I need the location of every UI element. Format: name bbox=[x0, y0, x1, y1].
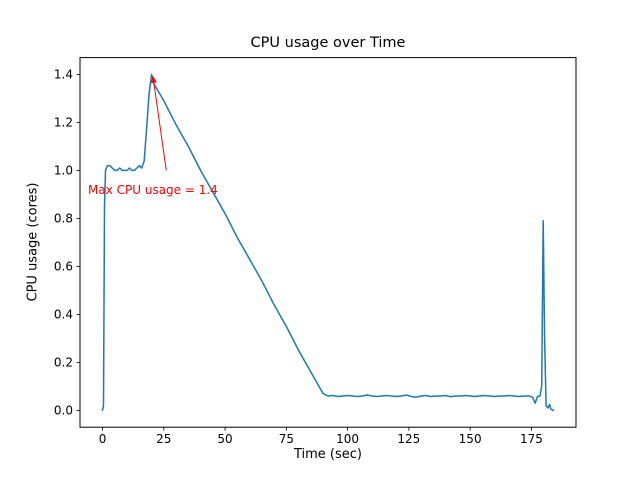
x-axis-label: Time (sec) bbox=[293, 447, 362, 462]
x-tick-label: 25 bbox=[156, 432, 171, 446]
y-tick-label: 0.8 bbox=[54, 212, 73, 226]
x-tick-label: 125 bbox=[397, 432, 420, 446]
y-tick-label: 1.2 bbox=[54, 116, 73, 130]
y-tick-label: 0.6 bbox=[54, 260, 73, 274]
y-tick-label: 1.4 bbox=[54, 68, 73, 82]
x-tick-label: 150 bbox=[459, 432, 482, 446]
y-tick-label: 0.2 bbox=[54, 356, 73, 370]
x-tick-label: 50 bbox=[217, 432, 232, 446]
y-tick-label: 1.0 bbox=[54, 164, 73, 178]
cpu-usage-line bbox=[101, 73, 555, 412]
y-tick-label: 0.0 bbox=[54, 404, 73, 418]
axes-spines bbox=[79, 57, 577, 428]
y-tick-label: 0.4 bbox=[54, 308, 73, 322]
chart-title: CPU usage over Time bbox=[250, 35, 406, 51]
x-tick-label: 75 bbox=[279, 432, 294, 446]
y-axis-label: CPU usage (cores) bbox=[25, 182, 41, 302]
x-tick-label: 100 bbox=[336, 432, 359, 446]
max-annotation: Max CPU usage = 1.4 bbox=[88, 183, 218, 197]
x-tick-label: 175 bbox=[520, 432, 543, 446]
x-tick-label: 0 bbox=[99, 432, 107, 446]
annotation-arrow bbox=[150, 75, 167, 171]
